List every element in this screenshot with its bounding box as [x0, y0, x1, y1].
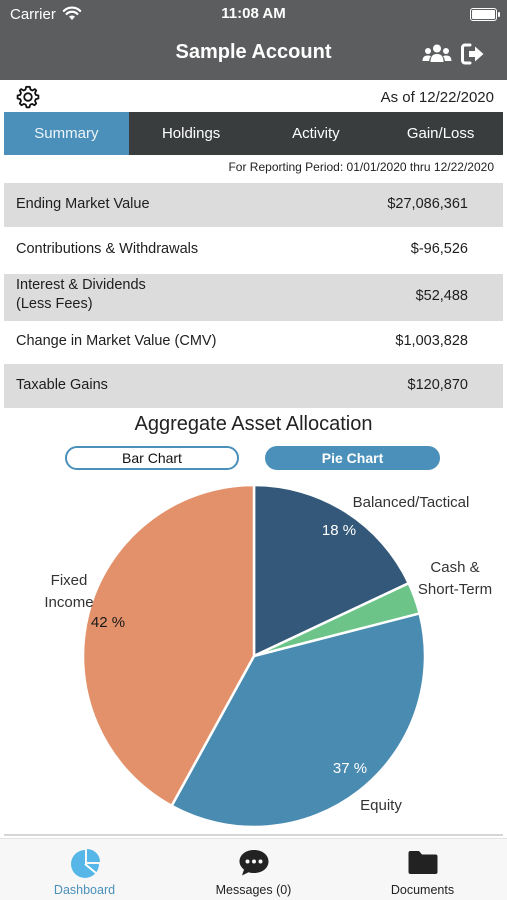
carrier-label: Carrier: [10, 6, 56, 23]
allocation-title: Aggregate Asset Allocation: [134, 413, 373, 435]
logout-icon[interactable]: [461, 43, 485, 70]
summary-row-contributions: Contributions & Withdrawals $-96,526: [4, 227, 503, 274]
chat-bubble-icon: [169, 848, 338, 878]
summary-row-interest-dividends: Interest & Dividends (Less Fees) $52,488: [4, 274, 503, 321]
pie-category-label: Short-Term: [418, 581, 492, 598]
clock: 11:08 AM: [221, 5, 286, 22]
bar-chart-button[interactable]: Bar Chart: [65, 446, 239, 470]
summary-label-line1: Interest & Dividends: [16, 277, 146, 293]
divider: [4, 834, 503, 836]
tab-dashboard[interactable]: Dashboard: [0, 839, 169, 900]
tab-label: Documents: [390, 883, 455, 897]
pie-chart-area: 18 % Balanced/Tactical Cash & Short-Term 37 …: [0, 475, 507, 830]
reporting-period: For Reporting Period: 01/01/2020 thru 12…: [228, 160, 494, 174]
pie-percent-label: 18 %: [322, 522, 356, 539]
tab-holdings[interactable]: Holdings: [161, 125, 221, 142]
summary-label: Change in Market Value (CMV): [16, 333, 217, 349]
bottom-tab-bar: Dashboard Messages (0) Documents: [0, 838, 507, 900]
gear-icon[interactable]: [16, 85, 40, 114]
pie-category-label: Cash &: [430, 559, 479, 576]
tab-documents[interactable]: Documents: [338, 839, 507, 900]
summary-value: $120,870: [407, 377, 468, 393]
pie-percent-label: 42 %: [91, 614, 125, 631]
users-icon[interactable]: [422, 43, 452, 70]
summary-value: $27,086,361: [387, 196, 468, 212]
battery-icon: [470, 8, 500, 21]
summary-row-ending-market-value: Ending Market Value $27,086,361: [4, 183, 503, 227]
tab-gain-loss[interactable]: Gain/Loss: [406, 125, 475, 142]
summary-value: $-96,526: [410, 241, 468, 257]
pie-slice-4[interactable]: [81, 483, 256, 808]
tab-label: Dashboard: [53, 883, 116, 897]
pie-category-label: Balanced/Tactical: [353, 494, 470, 511]
summary-label: Ending Market Value: [16, 196, 150, 212]
summary-label: Taxable Gains: [16, 377, 108, 393]
folder-icon: [338, 848, 507, 876]
pie-slice-1[interactable]: [252, 483, 411, 658]
pie-category-label: Fixed: [51, 572, 88, 589]
section-tabs: Summary Holdings Activity Gain/Loss: [4, 112, 503, 155]
summary-row-taxable-gains: Taxable Gains $120,870: [4, 364, 503, 408]
summary-row-cmv: Change in Market Value (CMV) $1,003,828: [4, 321, 503, 364]
as-of-date: As of 12/22/2020: [380, 89, 494, 106]
summary-label: Contributions & Withdrawals: [16, 241, 199, 257]
wifi-icon: [62, 5, 82, 26]
status-bar: Carrier 11:08 AM: [0, 0, 507, 30]
pie-category-label: Equity: [360, 797, 402, 814]
tab-activity[interactable]: Activity: [292, 125, 340, 142]
tab-summary[interactable]: Summary: [4, 112, 129, 155]
tab-label: Messages (0): [215, 883, 292, 897]
pie-category-label: Income: [44, 594, 93, 611]
page-title: Sample Account: [175, 41, 332, 63]
pie-slice-3[interactable]: [169, 611, 427, 829]
info-row: As of 12/22/2020: [0, 80, 507, 112]
tab-messages[interactable]: Messages (0): [169, 839, 338, 900]
pie-chart-button[interactable]: Pie Chart: [265, 446, 440, 470]
pie-chart: 18 % Balanced/Tactical Cash & Short-Term 37 …: [44, 483, 492, 829]
dashboard-pie-icon: [0, 848, 169, 880]
summary-label-line2: (Less Fees): [16, 296, 93, 312]
summary-value: $52,488: [415, 288, 468, 304]
nav-bar: Sample Account: [0, 30, 507, 80]
pie-percent-label: 37 %: [333, 760, 367, 777]
summary-value: $1,003,828: [395, 333, 468, 349]
summary-table: Ending Market Value $27,086,361 Contribu…: [4, 183, 503, 408]
